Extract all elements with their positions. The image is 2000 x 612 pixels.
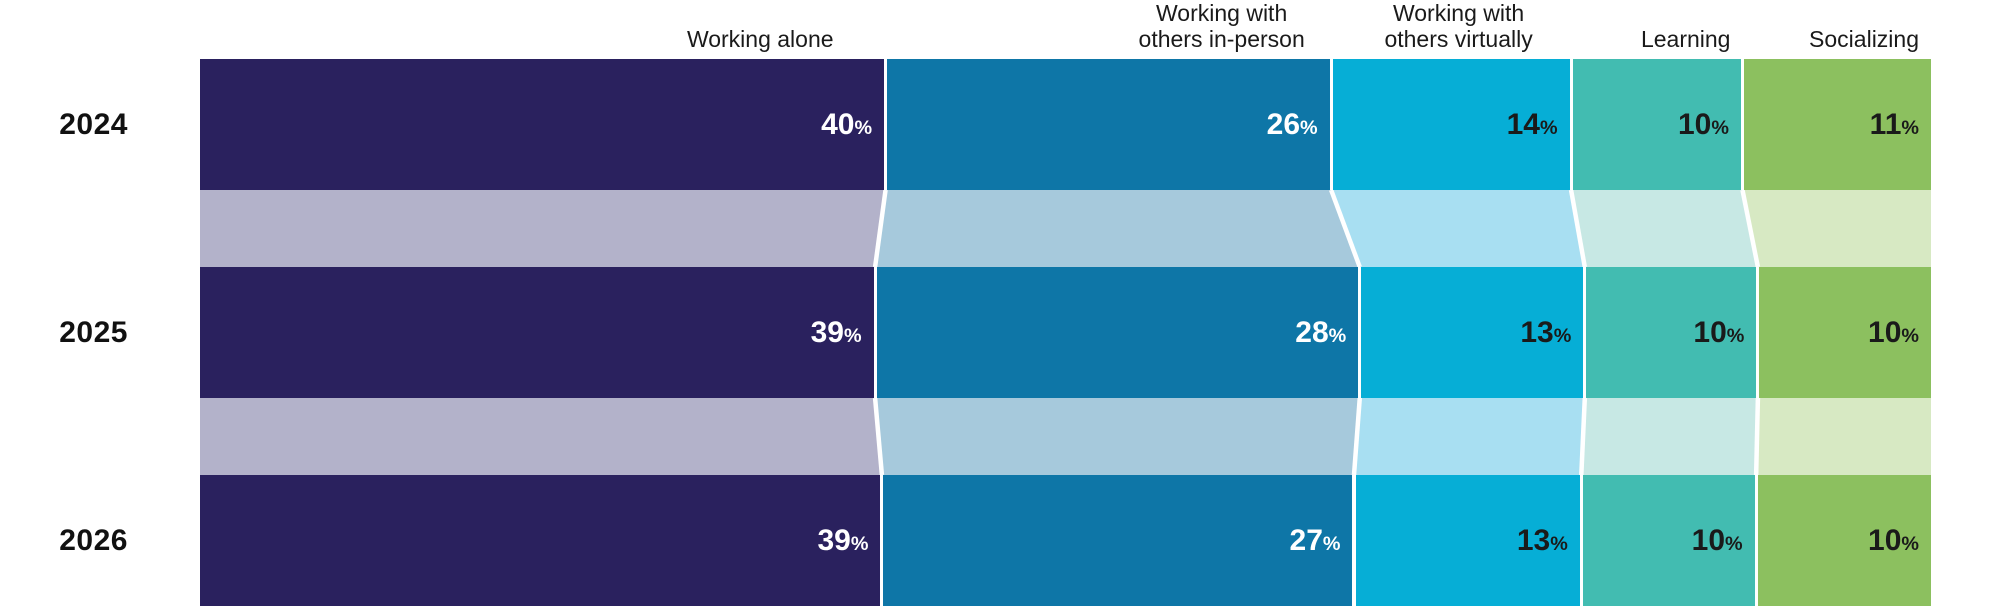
percent-sign: % xyxy=(1901,532,1919,555)
category-header: Working with others virtually xyxy=(1384,0,1533,52)
bar-segment: 10% xyxy=(1586,267,1757,398)
value-label: 10% xyxy=(1691,523,1743,557)
flow-divider xyxy=(1579,397,1588,476)
percent-sign: % xyxy=(850,532,869,555)
row-label: 2025 xyxy=(59,315,128,349)
value-label: 26% xyxy=(1266,107,1318,141)
value-label: 10% xyxy=(1677,107,1729,141)
value-label: 39% xyxy=(810,315,862,349)
category-header: Working with others in-person xyxy=(1138,0,1305,52)
value-label: 13% xyxy=(1516,523,1568,557)
percent-sign: % xyxy=(1553,324,1572,347)
percent-sign: % xyxy=(1725,532,1743,555)
flow-band xyxy=(1354,398,1585,475)
flow-divider xyxy=(1740,189,1761,268)
value-label: 13% xyxy=(1520,315,1572,349)
flow-divider xyxy=(1753,397,1761,476)
category-header: Learning xyxy=(1640,26,1731,52)
flow-divider xyxy=(1329,189,1362,268)
value-label: 10% xyxy=(1868,523,1919,557)
category-header: Working alone xyxy=(686,26,834,52)
flow-band xyxy=(875,190,1360,267)
value-label: 39% xyxy=(817,523,869,557)
bar-segment: 13% xyxy=(1361,267,1584,398)
flow-band xyxy=(200,398,882,475)
flow-divider xyxy=(1568,189,1588,268)
value-label: 14% xyxy=(1506,107,1558,141)
bar-segment: 10% xyxy=(1757,475,1931,606)
percent-sign: % xyxy=(1550,532,1568,555)
flow-divider xyxy=(1351,397,1363,476)
bar-segment: 13% xyxy=(1355,475,1580,606)
category-header: Socializing xyxy=(1809,26,1919,52)
flow-divider xyxy=(872,189,888,268)
bar-segment: 40% xyxy=(200,59,885,190)
percent-sign: % xyxy=(1901,116,1919,139)
value-label: 10% xyxy=(1868,315,1919,349)
row-label: 2024 xyxy=(59,107,128,141)
flow-band xyxy=(1756,398,1931,475)
value-label: 10% xyxy=(1693,315,1745,349)
bar-segment: 26% xyxy=(887,59,1330,190)
flow-band xyxy=(875,398,1360,475)
value-label: 11% xyxy=(1869,107,1919,141)
flow-band xyxy=(1331,190,1585,267)
row-label: 2026 xyxy=(59,523,128,557)
percent-sign: % xyxy=(1901,324,1919,347)
percent-sign: % xyxy=(1711,116,1729,139)
bar-segment: 10% xyxy=(1572,59,1741,190)
percent-sign: % xyxy=(843,324,862,347)
flow-band xyxy=(1571,190,1758,267)
bar-segment: 39% xyxy=(200,475,881,606)
percent-sign: % xyxy=(1322,532,1341,555)
flow-band xyxy=(200,190,886,267)
bar-segment: 14% xyxy=(1332,59,1570,190)
flow-band xyxy=(1742,190,1931,267)
percent-sign: % xyxy=(854,116,873,139)
percent-sign: % xyxy=(1539,116,1558,139)
bar-segment: 10% xyxy=(1759,267,1931,398)
bar-segment: 11% xyxy=(1743,59,1931,190)
value-label: 40% xyxy=(821,107,873,141)
percent-sign: % xyxy=(1328,324,1347,347)
bar-segment: 10% xyxy=(1582,475,1755,606)
flow-band xyxy=(1581,398,1758,475)
bar-segment: 28% xyxy=(876,267,1359,398)
bar-segment: 39% xyxy=(200,267,874,398)
percent-sign: % xyxy=(1726,324,1745,347)
bar-segment: 27% xyxy=(883,475,1353,606)
flow-divider xyxy=(872,397,885,476)
value-label: 27% xyxy=(1289,523,1341,557)
value-label: 28% xyxy=(1295,315,1347,349)
percent-sign: % xyxy=(1300,116,1318,139)
